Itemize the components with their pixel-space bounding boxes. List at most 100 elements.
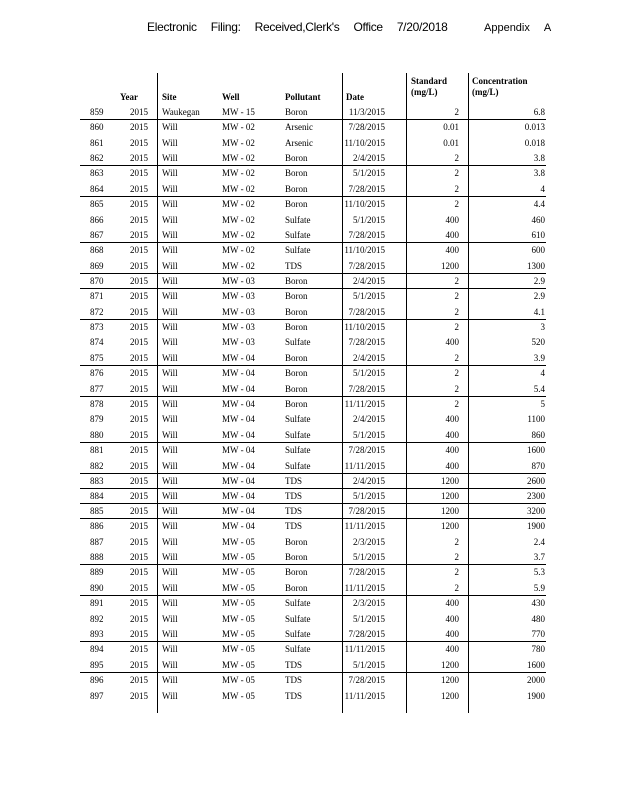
appendix-word: Appendix bbox=[484, 22, 530, 34]
standard-cell: 1200 bbox=[441, 690, 459, 701]
standard-cell: 400 bbox=[445, 598, 460, 608]
year-cell: 2015 bbox=[130, 276, 148, 287]
concentration-cell: 3.7 bbox=[533, 552, 545, 563]
standard-cell: 1200 bbox=[441, 659, 459, 670]
pollutant-cell: Sulfate bbox=[285, 429, 311, 440]
data-table: 859 2015 Waukegan MW - 15 Boron 11/3/2015 2 6.8… bbox=[80, 105, 546, 704]
concentration-cell: 5.3 bbox=[533, 567, 545, 578]
header-standard-label: Standard bbox=[411, 76, 448, 86]
pollutant-cell: Boron bbox=[285, 153, 308, 164]
well-cell: MW - 02 bbox=[222, 230, 255, 241]
site-cell: Will bbox=[162, 414, 178, 425]
site-cell: Will bbox=[162, 536, 178, 547]
date-cell: 11/11/2015 bbox=[344, 398, 385, 409]
concentration-cell: 1900 bbox=[527, 690, 545, 701]
header-concentration-unit: (mg/L) bbox=[472, 87, 499, 97]
pollutant-cell: Arsenic bbox=[285, 122, 313, 133]
year-cell: 2015 bbox=[130, 598, 148, 608]
well-cell: MW - 05 bbox=[222, 552, 255, 563]
date-cell: 7/28/2015 bbox=[348, 230, 385, 241]
site-cell: Will bbox=[162, 567, 178, 578]
date-cell: 11/11/2015 bbox=[344, 644, 385, 655]
date-cell: 11/10/2015 bbox=[344, 321, 385, 332]
concentration-cell: 2600 bbox=[527, 475, 545, 486]
column-divider bbox=[342, 73, 343, 713]
site-cell: Will bbox=[162, 629, 178, 640]
concentration-cell: 6.8 bbox=[533, 107, 545, 117]
year-cell: 2015 bbox=[130, 490, 148, 501]
date-cell: 2/4/2015 bbox=[352, 353, 385, 363]
concentration-cell: 3.8 bbox=[533, 153, 545, 164]
date-cell: 5/1/2015 bbox=[352, 659, 385, 670]
header-standard-unit: (mg/L) bbox=[411, 87, 438, 97]
row-number: 865 bbox=[90, 199, 104, 210]
concentration-cell: 1300 bbox=[527, 260, 545, 271]
standard-cell: 1200 bbox=[441, 674, 459, 685]
standard-cell: 2 bbox=[454, 536, 460, 547]
date-cell: 11/10/2015 bbox=[344, 137, 385, 148]
pollutant-cell: Boron bbox=[285, 567, 308, 578]
well-cell: MW - 02 bbox=[222, 214, 255, 225]
site-cell: Waukegan bbox=[162, 107, 200, 117]
date-cell: 7/28/2015 bbox=[348, 383, 385, 394]
pollutant-cell: TDS bbox=[285, 659, 303, 670]
header-pollutant: Pollutant bbox=[285, 92, 321, 102]
date-cell: 5/1/2015 bbox=[352, 429, 385, 440]
table-row: 894 2015 Will MW - 05 Sulfate 11/11/2015 400 78… bbox=[80, 642, 546, 658]
standard-cell: 0.01 bbox=[443, 122, 459, 133]
well-cell: MW - 02 bbox=[222, 245, 255, 256]
table-row: 893 2015 Will MW - 05 Sulfate 7/28/2015 400 770 bbox=[80, 627, 546, 643]
site-cell: Will bbox=[162, 505, 178, 516]
date-cell: 5/1/2015 bbox=[352, 168, 385, 179]
well-cell: MW - 04 bbox=[222, 398, 255, 409]
pollutant-cell: Sulfate bbox=[285, 445, 311, 456]
row-number: 868 bbox=[90, 245, 104, 256]
year-cell: 2015 bbox=[130, 445, 148, 456]
pollutant-cell: Sulfate bbox=[285, 613, 311, 624]
table-row: 867 2015 Will MW - 02 Sulfate 7/28/2015 400 610 bbox=[80, 228, 546, 244]
date-cell: 11/11/2015 bbox=[344, 521, 385, 532]
pollutant-cell: TDS bbox=[285, 521, 303, 532]
pollutant-cell: Boron bbox=[285, 199, 308, 210]
concentration-cell: 4 bbox=[540, 368, 546, 379]
stamp-word: Received,Clerk's bbox=[254, 20, 340, 34]
table-row: 895 2015 Will MW - 05 TDS 5/1/2015 1200 1600 bbox=[80, 658, 546, 673]
table-row: 875 2015 Will MW - 04 Boron 2/4/2015 2 3.9 bbox=[80, 351, 546, 367]
year-cell: 2015 bbox=[130, 475, 148, 486]
concentration-cell: 5.4 bbox=[533, 383, 545, 394]
standard-cell: 2 bbox=[454, 368, 460, 379]
pollutant-cell: Boron bbox=[285, 552, 308, 563]
standard-cell: 400 bbox=[445, 230, 460, 241]
row-number: 869 bbox=[90, 260, 104, 271]
standard-cell: 1200 bbox=[441, 490, 459, 501]
pollutant-cell: Boron bbox=[285, 398, 308, 409]
site-cell: Will bbox=[162, 122, 178, 133]
standard-cell: 1200 bbox=[441, 521, 459, 532]
concentration-cell: 610 bbox=[531, 230, 546, 241]
year-cell: 2015 bbox=[130, 414, 148, 425]
concentration-cell: 2.9 bbox=[533, 276, 545, 287]
pollutant-cell: Sulfate bbox=[285, 245, 311, 256]
header-year: Year bbox=[120, 92, 138, 102]
well-cell: MW - 02 bbox=[222, 199, 255, 210]
site-cell: Will bbox=[162, 337, 178, 348]
pollutant-cell: Boron bbox=[285, 582, 308, 593]
concentration-cell: 1900 bbox=[527, 521, 545, 532]
year-cell: 2015 bbox=[130, 505, 148, 516]
well-cell: MW - 03 bbox=[222, 306, 255, 317]
pollutant-cell: TDS bbox=[285, 260, 303, 271]
site-cell: Will bbox=[162, 245, 178, 256]
table-row: 869 2015 Will MW - 02 TDS 7/28/2015 1200 1300 bbox=[80, 259, 546, 275]
date-cell: 7/28/2015 bbox=[348, 567, 385, 578]
well-cell: MW - 05 bbox=[222, 613, 255, 624]
standard-cell: 2 bbox=[454, 291, 460, 302]
row-number: 895 bbox=[90, 659, 104, 670]
standard-cell: 0.01 bbox=[443, 137, 459, 148]
year-cell: 2015 bbox=[130, 429, 148, 440]
site-cell: Will bbox=[162, 644, 178, 655]
concentration-cell: 3.9 bbox=[533, 353, 545, 363]
standard-cell: 400 bbox=[445, 445, 460, 456]
concentration-cell: 2.4 bbox=[533, 536, 545, 547]
table-row: 859 2015 Waukegan MW - 15 Boron 11/3/2015 2 6.8 bbox=[80, 105, 546, 121]
header-well: Well bbox=[222, 92, 240, 102]
